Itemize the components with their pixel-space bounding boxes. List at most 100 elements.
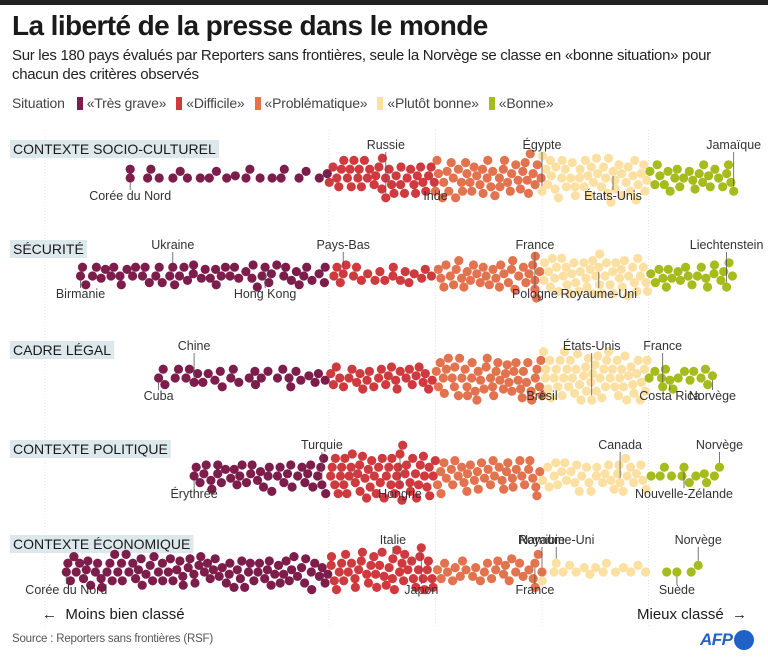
country-point [579,258,589,268]
country-point [362,493,372,503]
country-point [352,377,362,387]
country-point [438,373,448,383]
country-point [421,186,431,196]
country-point [503,458,513,468]
country-point [656,373,667,383]
point--rythr-e [189,471,199,481]
country-point [581,462,592,472]
country-point [558,271,568,281]
country-point [204,173,214,183]
country-point [314,269,324,279]
country-point [433,382,443,392]
country-point [640,386,650,396]
annotation-label: Pays-Bas [316,238,370,252]
country-point [581,362,591,372]
country-point [191,462,201,472]
country-point [106,271,116,281]
annotation-label: Russie [367,138,405,152]
country-point [595,373,605,383]
country-point [633,180,643,190]
country-point [344,373,354,383]
country-point [710,164,720,174]
country-point [403,565,413,575]
country-point [570,191,580,201]
annotation-label: France [515,583,554,597]
country-point [178,580,188,590]
country-point [308,482,318,492]
country-point [719,267,729,277]
country-point [248,260,258,270]
country-point [565,355,575,365]
country-point [585,569,595,579]
country-point [560,164,570,174]
country-point [558,567,568,577]
country-point [323,569,333,579]
row-title: SÉCURITÉ [13,241,84,257]
country-point [81,280,91,290]
country-point [363,464,373,474]
country-point [499,269,509,279]
country-point [453,164,463,174]
country-point [412,171,422,181]
country-point [616,264,626,274]
country-point [254,558,265,568]
country-point [561,262,571,272]
country-point [369,552,379,562]
country-point [639,160,649,170]
country-point [451,193,461,203]
country-point [484,280,494,290]
country-point [632,369,642,379]
country-point [428,582,438,593]
country-point [498,384,508,394]
country-point [517,471,527,481]
country-point [267,173,277,183]
country-point [424,171,434,181]
country-point [457,462,467,472]
country-point [374,462,384,472]
country-point [439,282,449,292]
country-point [199,567,209,577]
country-point [642,175,652,185]
country-point [570,478,580,488]
country-point [608,289,619,299]
country-point [374,162,384,172]
point-chine [189,377,199,387]
country-point [498,164,508,174]
country-point [600,271,610,281]
country-point [481,362,491,372]
country-point [456,177,466,187]
annotation-label: États-Unis [584,188,642,203]
legend-swatch [76,96,83,110]
country-point [511,567,521,577]
country-point [645,166,655,176]
country-point [699,469,709,479]
country-point [320,262,330,272]
country-point [633,253,643,263]
country-point [211,166,221,176]
country-point [371,569,381,579]
country-point [636,460,646,470]
country-point [610,567,621,577]
country-point [491,273,501,283]
country-point [371,489,381,499]
country-point [395,567,405,577]
country-point [241,173,251,183]
country-point [566,467,576,477]
country-point [591,471,601,481]
country-point [482,558,493,568]
country-point [395,366,405,376]
point-royaume-uni [594,262,604,272]
country-point [488,382,498,392]
country-point [467,373,477,383]
country-point [703,380,713,390]
point-japon [416,543,426,553]
country-point [355,369,365,379]
country-point [475,576,485,586]
country-point [296,375,306,385]
country-point [314,173,324,183]
country-point [213,469,223,479]
country-point [379,493,389,503]
country-point [258,482,269,492]
country-point [335,471,346,481]
point-norv-ge [714,462,725,472]
